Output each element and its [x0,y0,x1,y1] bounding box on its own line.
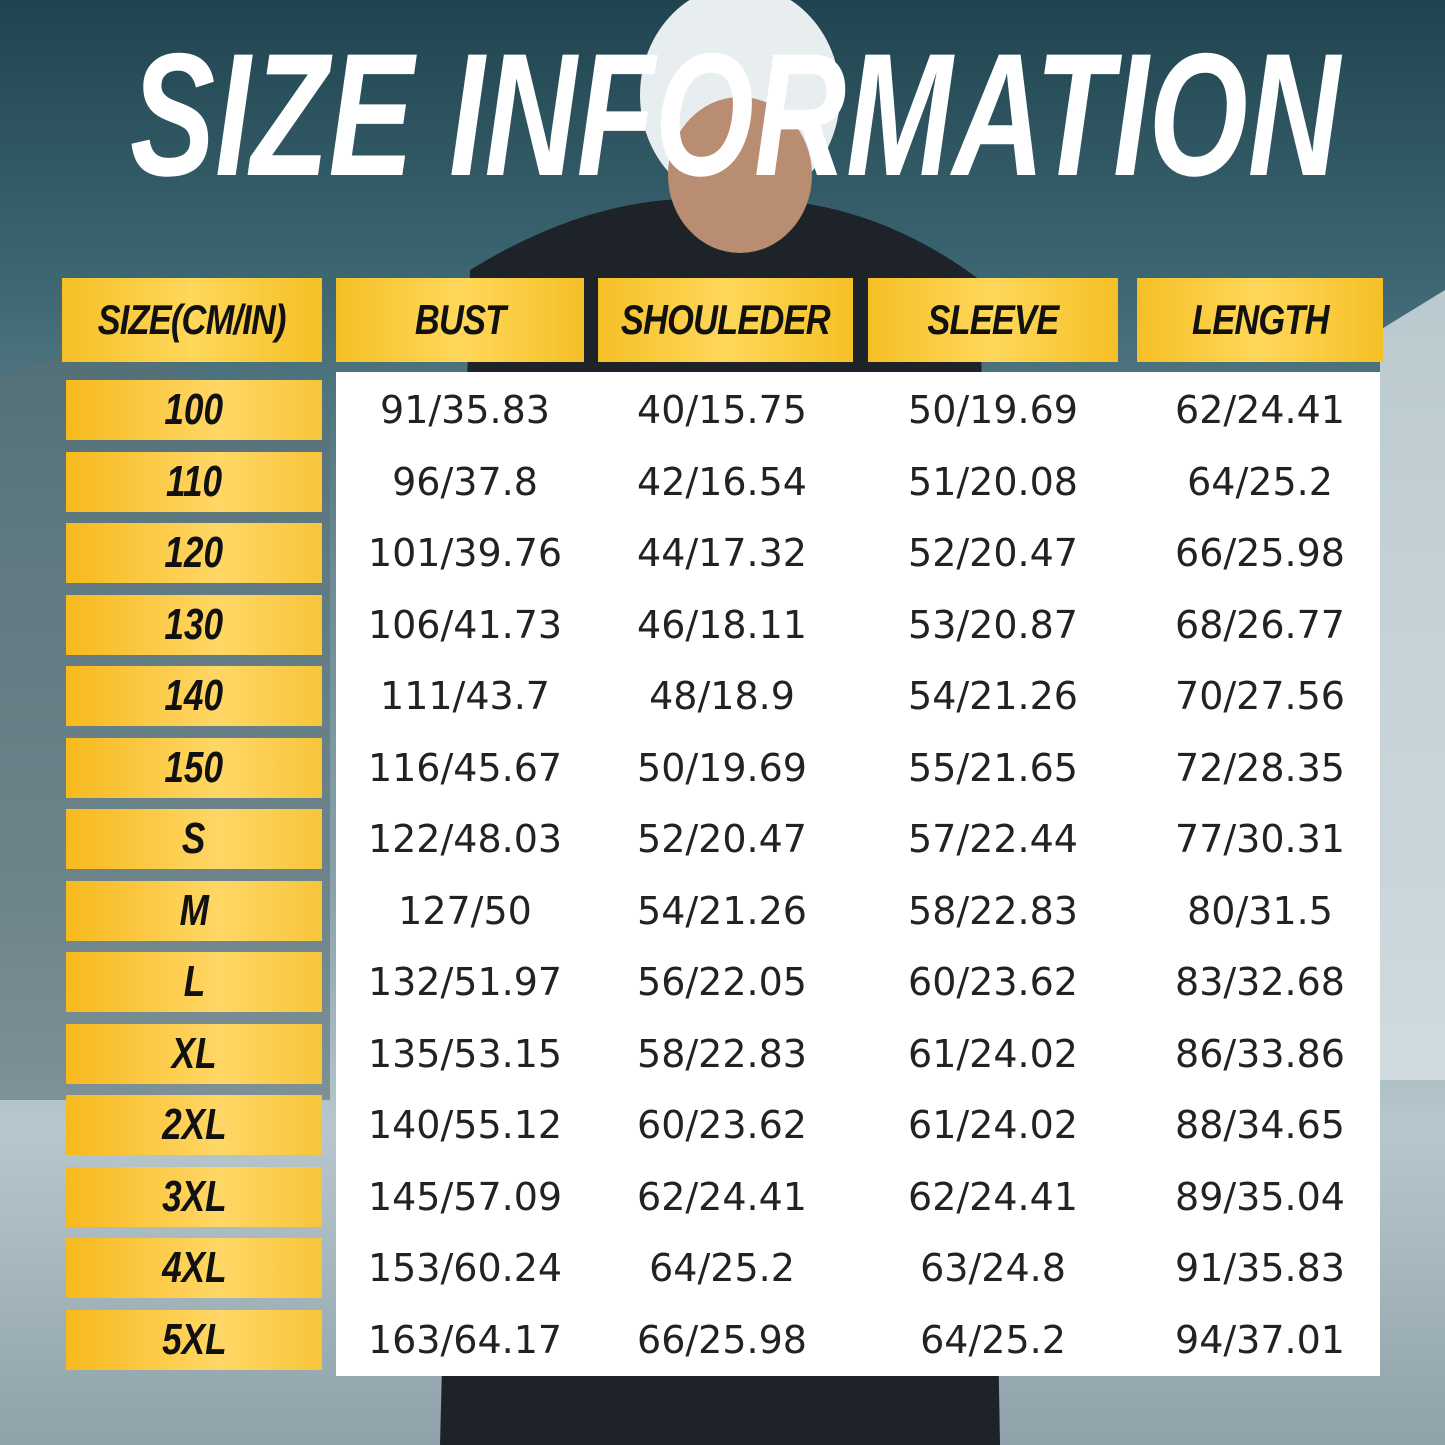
measure-cell: 153/60.24 [367,1246,563,1290]
measure-cell: 77/30.31 [1175,817,1345,861]
measure-cell: 88/34.65 [1175,1103,1345,1147]
measure-cell: 83/32.68 [1175,960,1345,1004]
measure-cell: 64/25.2 [649,1246,795,1290]
size-cell: 2XL [66,1095,322,1155]
header-cell: BUST [336,278,584,362]
size-cell: 3XL [66,1166,322,1227]
table-panel [336,372,1380,1376]
header-cell: LENGTH [1137,278,1383,362]
measure-cell: 94/37.01 [1175,1317,1345,1362]
measure-cell: 57/22.44 [908,817,1078,861]
measure-cell: 40/15.75 [637,388,807,432]
size-cell: S [66,809,322,869]
measure-cell: 72/28.35 [1175,745,1345,790]
measure-cell: 51/20.08 [908,459,1078,504]
measure-cell: 44/17.32 [637,531,807,575]
measure-cell: 145/57.09 [367,1174,563,1219]
size-cell: 120 [66,523,322,583]
measure-cell: 111/43.7 [380,674,550,718]
measure-cell: 52/20.47 [908,531,1078,575]
size-cell: L [66,952,322,1012]
measure-cell: 68/26.77 [1175,602,1345,647]
face [668,97,812,253]
size-cell: 110 [66,451,322,512]
measure-cell: 62/24.41 [1175,388,1345,432]
measure-cell: 46/18.11 [637,602,807,647]
measure-cell: 127/50 [398,888,532,933]
header-cell: SHOULEDER [598,278,853,362]
measure-cell: 56/22.05 [637,960,807,1004]
measure-cell: 48/18.9 [649,674,795,718]
measure-cell: 63/24.8 [920,1246,1066,1290]
measure-cell: 135/53.15 [367,1031,563,1076]
measure-cell: 91/35.83 [380,388,550,432]
measure-cell: 80/31.5 [1187,888,1333,933]
measure-cell: 116/45.67 [367,745,563,790]
header-cell: SIZE(CM/IN) [62,278,322,362]
size-cell: 130 [66,594,322,655]
measure-cell: 58/22.83 [637,1031,807,1076]
measure-cell: 42/16.54 [637,459,807,504]
measure-cell: 62/24.41 [637,1174,807,1219]
size-cell: 140 [66,666,322,726]
measure-cell: 132/51.97 [367,960,563,1004]
measure-cell: 61/24.02 [908,1103,1078,1147]
measure-cell: 89/35.04 [1175,1174,1345,1219]
measure-cell: 101/39.76 [367,531,563,575]
size-cell: 4XL [66,1238,322,1298]
measure-cell: 70/27.56 [1175,674,1345,718]
measure-cell: 50/19.69 [908,388,1078,432]
measure-cell: 64/25.2 [920,1317,1066,1362]
measure-cell: 60/23.62 [908,960,1078,1004]
measure-cell: 86/33.86 [1175,1031,1345,1076]
measure-cell: 163/64.17 [367,1317,563,1362]
size-cell: 5XL [66,1309,322,1370]
measure-cell: 64/25.2 [1187,459,1333,504]
measure-cell: 58/22.83 [908,888,1078,933]
size-cell: XL [66,1023,322,1084]
measure-cell: 60/23.62 [637,1103,807,1147]
measure-cell: 96/37.8 [392,459,538,504]
measure-cell: 140/55.12 [367,1103,563,1147]
mountain-right [1380,290,1445,1080]
measure-cell: 53/20.87 [908,602,1078,647]
measure-cell: 61/24.02 [908,1031,1078,1076]
measure-cell: 122/48.03 [367,817,563,861]
measure-cell: 54/21.26 [637,888,807,933]
size-cell: 150 [66,737,322,798]
header-cell: SLEEVE [868,278,1118,362]
measure-cell: 66/25.98 [637,1317,807,1362]
title: SIZE INFORMATION [130,18,1343,213]
measure-cell: 50/19.69 [637,745,807,790]
measure-cell: 91/35.83 [1175,1246,1345,1290]
measure-cell: 62/24.41 [908,1174,1078,1219]
measure-cell: 106/41.73 [367,602,563,647]
measure-cell: 66/25.98 [1175,531,1345,575]
size-cell: 100 [66,380,322,440]
measure-cell: 55/21.65 [908,745,1078,790]
measure-cell: 54/21.26 [908,674,1078,718]
measure-cell: 52/20.47 [637,817,807,861]
size-cell: M [66,880,322,941]
